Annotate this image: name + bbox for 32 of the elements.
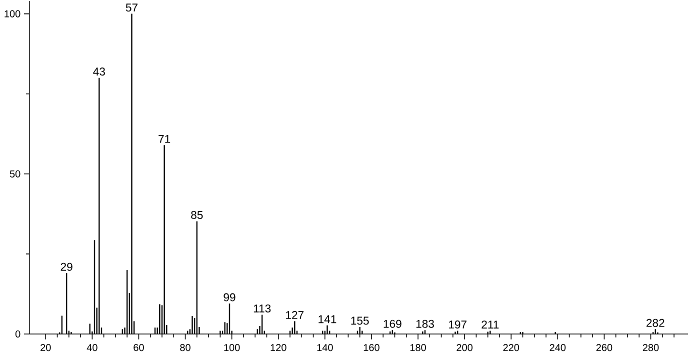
annotation: 43 [93,68,105,76]
x-tick-label: 260 [596,344,612,352]
x-tick-label: 240 [550,344,566,352]
y-tick-label: 0 [15,330,20,338]
annotation: 183 [416,320,434,328]
x-tick-label: 60 [134,344,144,352]
annotation: 99 [224,293,236,302]
x-tick-label: 160 [364,344,380,352]
annotation: 141 [318,315,336,324]
annotation: 282 [646,318,664,327]
annotation: 113 [254,304,271,312]
x-tick-label: 200 [456,344,473,352]
x-tick-label: 140 [317,344,333,352]
annotation: 169 [384,320,402,328]
annotation: 29 [60,262,72,271]
annotation: 71 [158,135,170,143]
x-tick-label: 20 [40,344,51,352]
annotation: 57 [126,4,138,12]
x-tick-label: 100 [224,344,240,352]
annotation: 127 [286,311,304,319]
annotation: 211 [482,320,499,329]
annotation: 155 [351,316,369,325]
y-tick-label: 100 [4,10,20,18]
x-tick-label: 80 [180,344,190,352]
annotation: 197 [448,320,466,329]
annotation: 85 [191,211,203,220]
x-tick-label: 280 [642,344,659,352]
y-tick-label: 50 [10,170,20,178]
x-tick-label: 120 [270,344,286,352]
x-tick-label: 220 [503,344,520,352]
x-tick-label: 40 [86,344,98,352]
x-tick-label: 180 [410,344,426,352]
